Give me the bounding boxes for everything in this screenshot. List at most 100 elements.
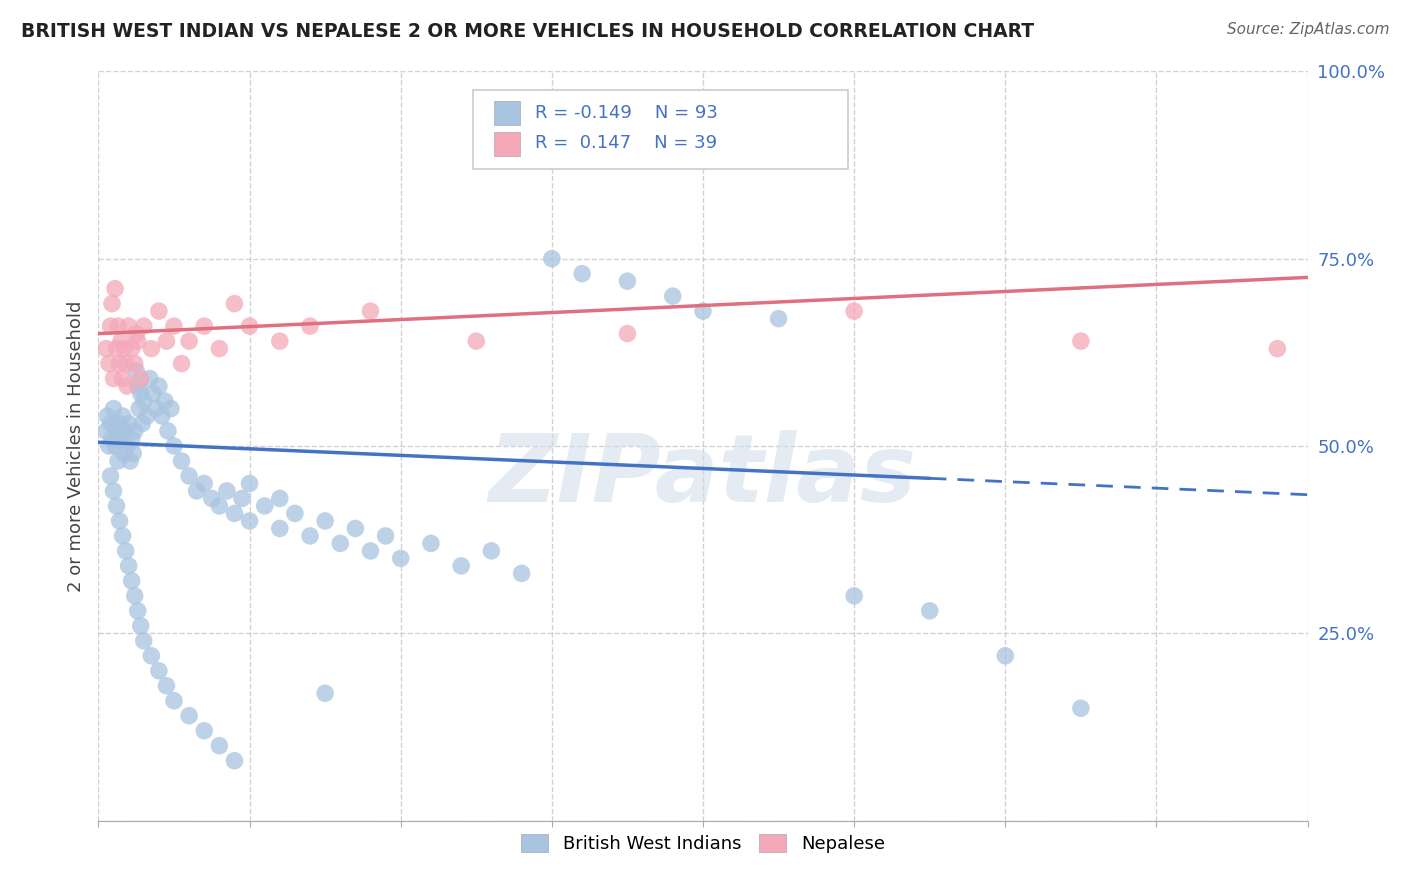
Point: [145, 401, 167, 416]
Point: [132, 394, 155, 409]
Y-axis label: 2 or more Vehicles in Household: 2 or more Vehicles in Household: [66, 301, 84, 591]
Point: [193, 723, 215, 738]
Point: [129, 386, 152, 401]
Point: [94, 424, 117, 438]
Point: [124, 357, 146, 371]
Point: [124, 424, 146, 438]
Point: [239, 514, 262, 528]
Point: [114, 424, 136, 438]
Point: [100, 417, 122, 431]
Point: [374, 529, 396, 543]
Point: [299, 319, 322, 334]
Point: [224, 754, 246, 768]
Point: [103, 371, 125, 385]
FancyBboxPatch shape: [494, 102, 520, 125]
Point: [103, 401, 125, 416]
Point: [110, 432, 132, 446]
Point: [121, 574, 143, 588]
FancyBboxPatch shape: [494, 132, 520, 156]
Point: [132, 319, 155, 334]
Point: [450, 558, 472, 573]
Point: [141, 342, 163, 356]
Point: [115, 379, 138, 393]
Point: [269, 334, 291, 348]
Point: [132, 633, 155, 648]
Point: [101, 296, 124, 310]
Point: [616, 274, 638, 288]
Point: [510, 566, 533, 581]
Point: [127, 379, 149, 393]
Point: [481, 544, 503, 558]
Point: [148, 379, 170, 393]
Point: [120, 454, 142, 468]
Point: [465, 334, 488, 348]
Point: [616, 326, 638, 341]
Point: [344, 521, 367, 535]
Text: BRITISH WEST INDIAN VS NEPALESE 2 OR MORE VEHICLES IN HOUSEHOLD CORRELATION CHAR: BRITISH WEST INDIAN VS NEPALESE 2 OR MOR…: [21, 22, 1035, 41]
Point: [420, 536, 443, 550]
Point: [1070, 334, 1092, 348]
Point: [253, 499, 276, 513]
Point: [107, 454, 129, 468]
Point: [163, 319, 186, 334]
Point: [299, 529, 322, 543]
Point: [104, 439, 127, 453]
Point: [193, 476, 215, 491]
Point: [170, 454, 193, 468]
Point: [108, 417, 131, 431]
Point: [314, 686, 336, 700]
Point: [125, 326, 148, 341]
Point: [131, 417, 153, 431]
Point: [118, 417, 141, 431]
Point: [215, 483, 238, 498]
Point: [128, 401, 150, 416]
Point: [224, 507, 246, 521]
Point: [114, 544, 136, 558]
Point: [105, 424, 128, 438]
Point: [661, 289, 683, 303]
Point: [994, 648, 1017, 663]
Point: [94, 342, 117, 356]
Point: [329, 536, 352, 550]
Point: [239, 476, 262, 491]
Point: [844, 589, 866, 603]
Point: [156, 424, 179, 438]
Point: [186, 483, 208, 498]
Text: R =  0.147    N = 39: R = 0.147 N = 39: [534, 135, 717, 153]
Point: [269, 491, 291, 506]
Point: [150, 409, 173, 423]
Point: [96, 409, 118, 423]
Point: [129, 619, 152, 633]
Point: [148, 304, 170, 318]
Point: [107, 319, 129, 334]
Point: [122, 446, 145, 460]
Point: [224, 296, 246, 310]
Point: [114, 357, 136, 371]
Point: [108, 514, 131, 528]
Text: R = -0.149    N = 93: R = -0.149 N = 93: [534, 103, 718, 121]
Point: [127, 604, 149, 618]
Point: [844, 304, 866, 318]
Legend: British West Indians, Nepalese: British West Indians, Nepalese: [515, 827, 891, 860]
Point: [193, 319, 215, 334]
Point: [163, 439, 186, 453]
Point: [135, 409, 157, 423]
Point: [111, 371, 134, 385]
Point: [148, 664, 170, 678]
Point: [115, 439, 138, 453]
Point: [100, 319, 122, 334]
Point: [179, 469, 201, 483]
Point: [98, 439, 121, 453]
Point: [100, 469, 122, 483]
FancyBboxPatch shape: [474, 90, 848, 169]
Point: [163, 694, 186, 708]
Point: [124, 589, 146, 603]
Point: [179, 334, 201, 348]
Point: [360, 304, 382, 318]
Text: Source: ZipAtlas.com: Source: ZipAtlas.com: [1226, 22, 1389, 37]
Point: [269, 521, 291, 535]
Point: [104, 282, 127, 296]
Point: [571, 267, 593, 281]
Point: [768, 311, 790, 326]
Point: [142, 386, 165, 401]
